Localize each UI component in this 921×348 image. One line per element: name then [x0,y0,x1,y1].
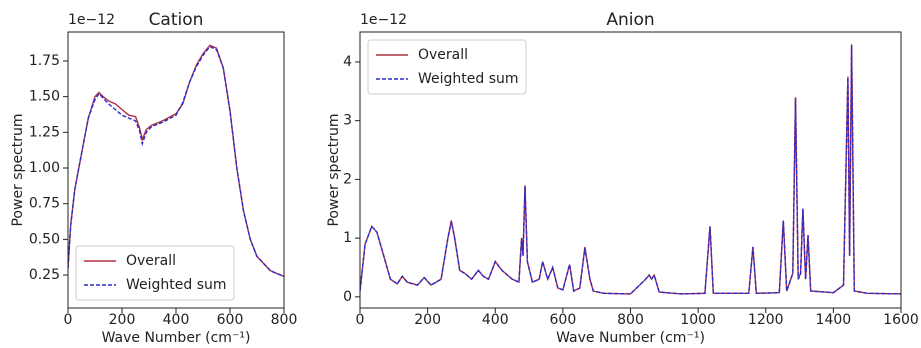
line-series [68,45,284,278]
x-tick-label: 1000 [680,312,716,328]
y-tick-label: 0.25 [29,267,60,283]
y-tick-label: 1.50 [29,89,60,105]
legend-box [367,39,527,95]
legend-box [75,245,235,301]
x-axis-label: Wave Number (cm⁻¹) [102,330,251,346]
y-tick-label: 4 [343,54,352,70]
y-tick-label: 0.50 [29,231,60,247]
offset-text: 1e−12 [68,12,115,28]
chart-title: Cation [149,10,204,30]
x-tick-label: 1200 [748,312,784,328]
y-tick-label: 3 [343,113,352,129]
x-tick-label: 200 [414,312,441,328]
plot-frame [359,31,902,309]
y-tick-label: 0 [343,289,352,305]
y-tick-label: 0.75 [29,196,60,212]
y-tick-label: 1.25 [29,124,60,140]
x-tick-label: 400 [163,312,190,328]
x-tick-label: 1600 [883,312,919,328]
y-tick-label: 1.00 [29,160,60,176]
legend-label: Overall [418,47,468,63]
x-tick-label: 1400 [816,312,852,328]
x-tick-label: 800 [271,312,298,328]
x-axis-label: Wave Number (cm⁻¹) [556,330,705,346]
x-tick-label: 600 [217,312,244,328]
plot-frame [67,31,285,309]
chart-title: Anion [606,10,654,30]
x-tick-label: 400 [482,312,509,328]
y-axis-label: Power spectrum [10,113,26,226]
legend-label: Overall [126,253,176,269]
y-tick-label: 1.75 [29,53,60,69]
line-series [360,45,901,295]
x-tick-label: 0 [356,312,365,328]
x-tick-label: 600 [550,312,577,328]
x-tick-label: 800 [617,312,644,328]
x-tick-label: 200 [109,312,136,328]
x-tick-label: 0 [64,312,73,328]
y-tick-label: 1 [343,230,352,246]
line-series [68,44,284,278]
offset-text: 1e−12 [360,12,407,28]
legend-label: Weighted sum [126,277,227,293]
legend-label: Weighted sum [418,71,519,87]
y-tick-label: 2 [343,171,352,187]
y-axis-label: Power spectrum [326,113,342,226]
